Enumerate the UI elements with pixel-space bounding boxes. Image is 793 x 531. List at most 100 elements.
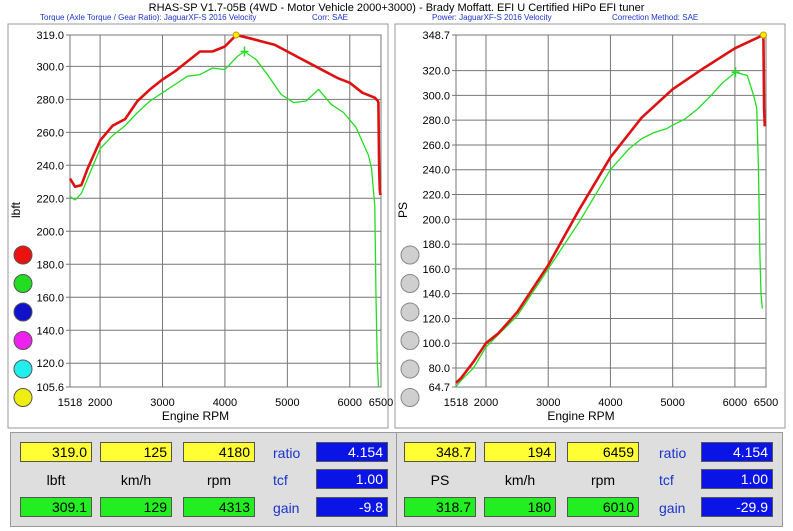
power-x-tick-label: 6000 (723, 397, 747, 409)
dyno-charts: 1518 2000 3000 4000 5000 6000 6500 319.0 300.0 28… (7, 23, 786, 429)
power-x-axis-label: Engine RPM (547, 409, 614, 423)
torque-x-axis-label: Engine RPM (162, 409, 229, 423)
power-chart-frame (394, 23, 786, 429)
run-color-dot (13, 245, 33, 265)
power-y-tick-label: 100.0 (422, 338, 450, 350)
run-color-dot (13, 302, 33, 322)
power-y-tick-label: 280.0 (422, 115, 450, 127)
run-slot-dot (400, 388, 420, 407)
run-slot-dot (400, 302, 420, 322)
power-subtitle: Power: JaguarXF-S 2016 Velocity (432, 13, 552, 22)
ratio-label: ratio (273, 445, 301, 461)
gain-label: gain (273, 500, 300, 516)
torque-x-tick-label: 2000 (88, 397, 112, 409)
torque-y-tick-label: 280.0 (36, 94, 64, 106)
power-plot-area (455, 34, 767, 388)
gain-value: -9.8 (316, 497, 388, 517)
power-y-tick-label: 240.0 (422, 165, 450, 177)
run-color-dot (13, 274, 33, 293)
torque-y-tick-label: 240.0 (36, 160, 64, 172)
torque-run2-peak-marker (240, 46, 249, 57)
power-peak-marker (759, 31, 767, 39)
ratio-value: 4.154 (316, 442, 388, 462)
peak-torque-rpm: 4180 (183, 442, 255, 462)
rpm-unit-label-2: rpm (590, 472, 616, 488)
run2-torque-rpm: 4313 (183, 497, 255, 517)
torque-y-tick-label: 140.0 (36, 325, 64, 337)
torque-run2-line (69, 50, 380, 387)
torque-x-tick-label: 3000 (150, 397, 174, 409)
torque-y-tick-label: 220.0 (36, 193, 64, 205)
torque-chart-frame (7, 23, 389, 429)
power-y-tick-label: 180.0 (422, 239, 450, 251)
power-y-tick-label: 160.0 (422, 264, 450, 276)
power-readout-panel: 348.7 194 6459 PS km/h rpm 318.7 180 601… (396, 432, 783, 527)
torque-peak-marker (232, 31, 240, 39)
power-y-axis-label: PS (396, 202, 410, 218)
peak-power-rpm: 6459 (567, 442, 639, 462)
tcf-value: 1.00 (316, 469, 388, 489)
power-x-tick-label: 2000 (474, 397, 498, 409)
torque-readout-panel: 319.0 125 4180 lbft km/h rpm 309.1 129 4… (10, 432, 397, 527)
run-color-dot (13, 388, 33, 407)
torque-y-axis-label: lbft (9, 201, 23, 218)
ratio-label-2: ratio (659, 445, 687, 461)
run-color-dot (13, 331, 33, 350)
run-color-dot (13, 359, 33, 379)
run2-power-rpm: 6010 (567, 497, 639, 517)
power-y-tick-label: 140.0 (422, 289, 450, 301)
torque-unit-label: lbft (46, 472, 66, 488)
ratio-value-2: 4.154 (701, 442, 773, 462)
power-y-tick-label: 320.0 (422, 66, 450, 78)
torque-y-tick-label: 120.0 (36, 358, 64, 370)
speed-unit-label-2: km/h (504, 472, 536, 488)
power-x-tick-label: 5000 (660, 397, 684, 409)
peak-power-value: 348.7 (404, 442, 476, 462)
gain-value-2: -29.9 (701, 497, 773, 517)
run-slot-dot (400, 245, 420, 265)
torque-y-tick-label: 160.0 (36, 292, 64, 304)
torque-x-tick-label: 6500 (369, 397, 393, 409)
power-run2-peak-marker (731, 67, 740, 78)
torque-x-tick-label: 1518 (58, 397, 82, 409)
tcf-label: tcf (273, 472, 288, 488)
tcf-value-2: 1.00 (701, 469, 773, 489)
power-run1-line (455, 33, 767, 384)
peak-power-speed: 194 (484, 442, 556, 462)
rpm-unit-label: rpm (206, 472, 232, 488)
speed-unit-label: km/h (120, 472, 152, 488)
torque-subtitle: Torque (Axle Torque / Gear Ratio): Jagua… (40, 13, 257, 22)
power-y-tick-label: 80.0 (429, 363, 450, 375)
power-x-tick-label: 3000 (536, 397, 560, 409)
power-y-tick-label: 64.7 (429, 382, 450, 394)
torque-x-tick-label: 4000 (213, 397, 237, 409)
peak-torque-speed: 125 (100, 442, 172, 462)
gain-label-2: gain (659, 500, 686, 516)
torque-x-tick-label: 6000 (338, 397, 362, 409)
torque-y-tick-label: 105.6 (36, 382, 64, 394)
run2-power-speed: 180 (484, 497, 556, 517)
torque-plot-area (69, 34, 382, 388)
run2-power-value: 318.7 (404, 497, 476, 517)
run-slot-dot (400, 274, 420, 293)
power-corr-subtitle: Correction Method: SAE (612, 13, 699, 22)
torque-y-tick-label: 319.0 (36, 30, 64, 42)
power-unit-label: PS (430, 472, 450, 488)
power-y-tick-label: 260.0 (422, 140, 450, 152)
run2-torque-speed: 129 (100, 497, 172, 517)
power-y-tick-label: 200.0 (422, 214, 450, 226)
torque-y-tick-label: 180.0 (36, 259, 64, 271)
tcf-label-2: tcf (659, 472, 674, 488)
run-slot-dot (400, 359, 420, 379)
power-x-tick-label: 1518 (444, 397, 468, 409)
window-title: RHAS-SP V1.7-05B (4WD - Motor Vehicle 20… (148, 2, 645, 14)
power-x-tick-label: 4000 (598, 397, 622, 409)
torque-y-tick-label: 260.0 (36, 127, 64, 139)
torque-corr-subtitle: Corr: SAE (312, 13, 349, 22)
run-slot-dot (400, 331, 420, 350)
torque-y-tick-label: 300.0 (36, 61, 64, 73)
torque-y-tick-label: 200.0 (36, 226, 64, 238)
peak-torque-value: 319.0 (20, 442, 92, 462)
power-y-tick-label: 220.0 (422, 190, 450, 202)
power-y-tick-label: 348.7 (422, 30, 450, 42)
